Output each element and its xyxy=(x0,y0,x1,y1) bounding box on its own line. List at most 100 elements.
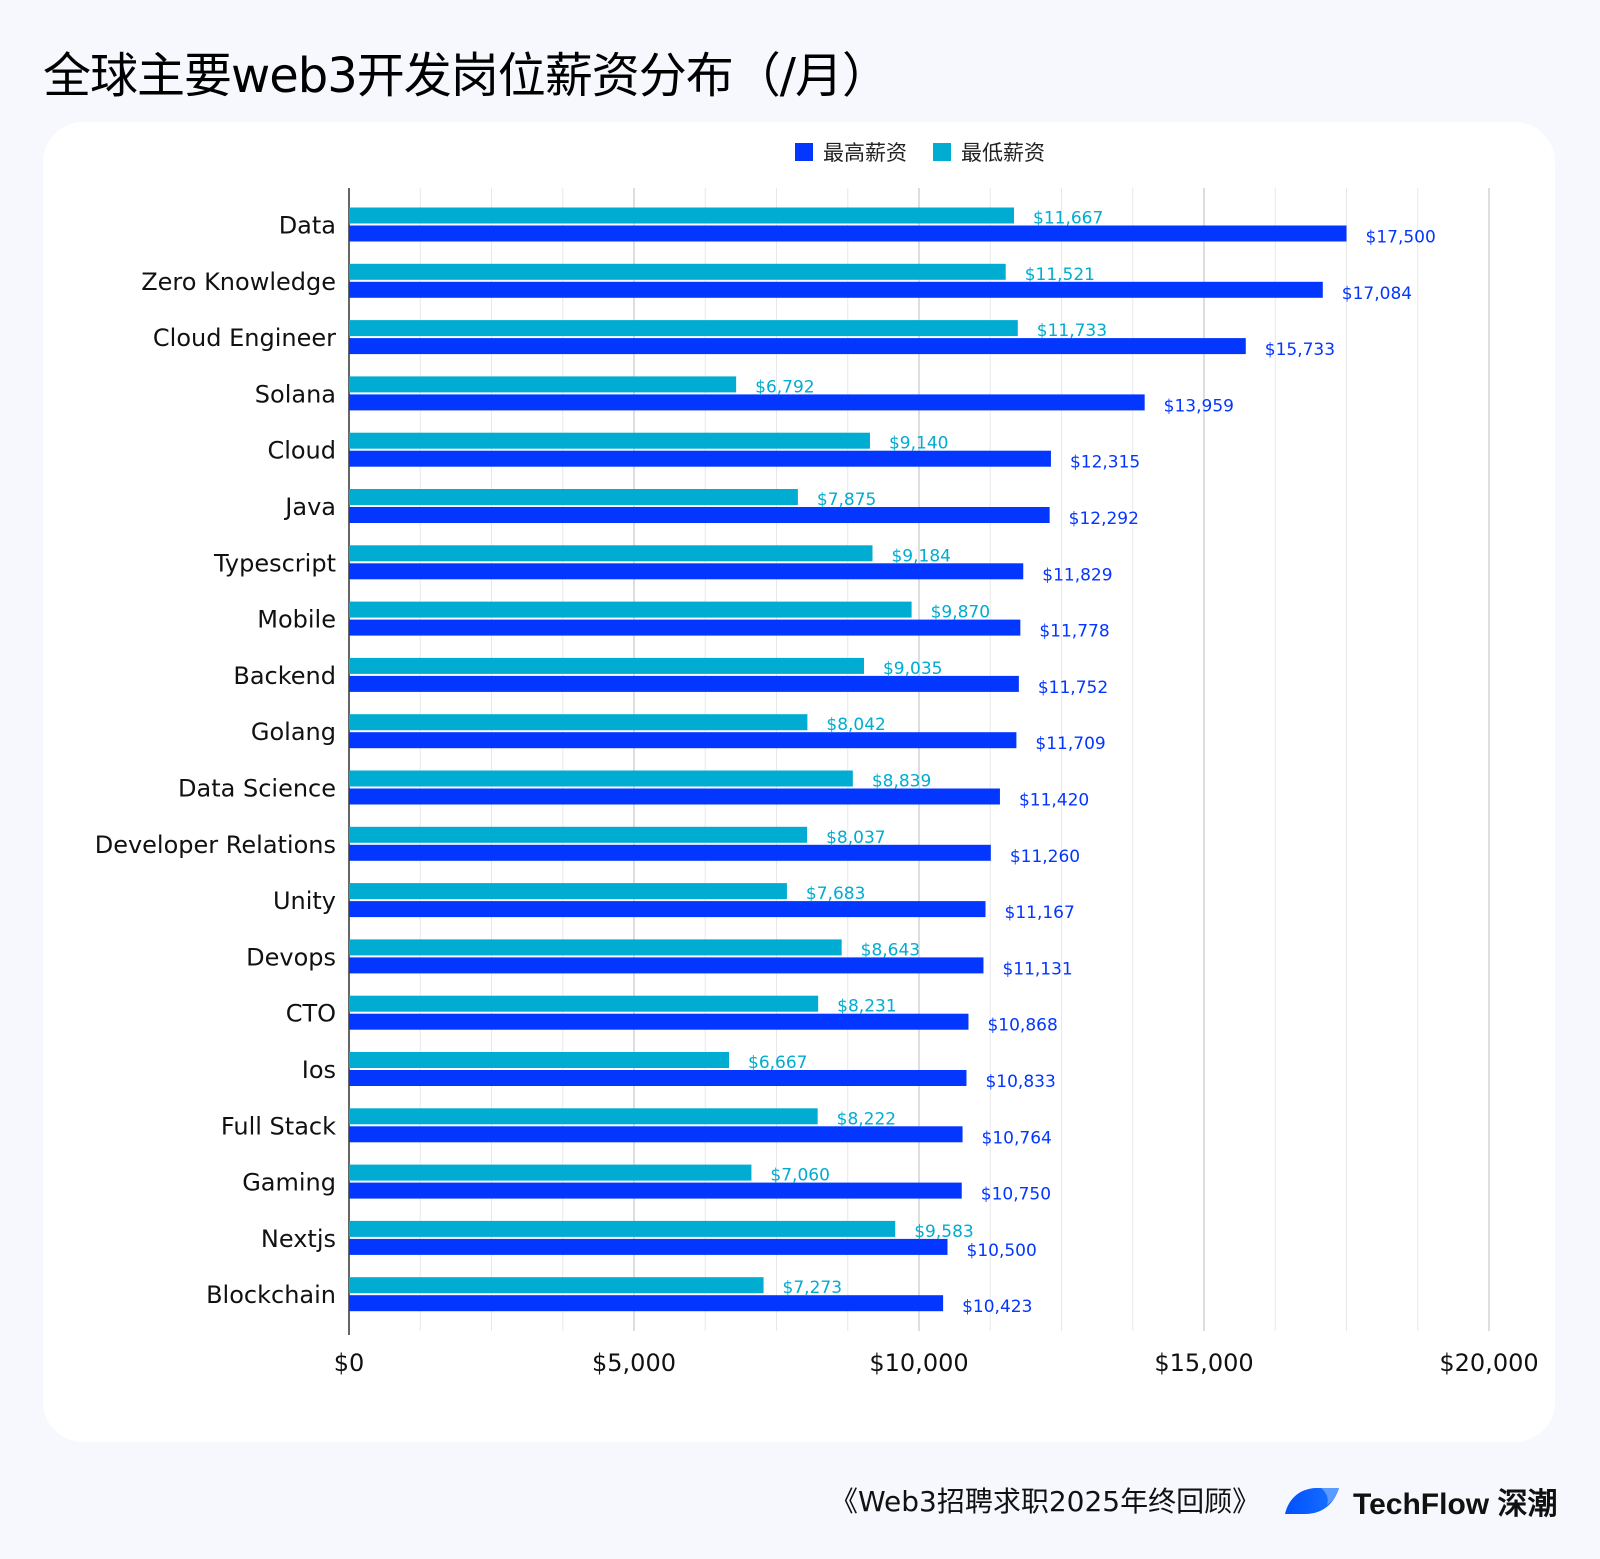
bar-max xyxy=(349,507,1050,523)
x-tick-label: $5,000 xyxy=(592,1349,676,1377)
x-tick-label: $20,000 xyxy=(1439,1349,1538,1377)
legend-swatch-min xyxy=(933,143,951,161)
data-label-max: $10,833 xyxy=(985,1072,1055,1092)
category-label: Zero Knowledge xyxy=(141,268,336,296)
data-label-min: $7,273 xyxy=(783,1278,842,1298)
bar-max xyxy=(349,675,1019,692)
category-label: Ios xyxy=(302,1056,336,1084)
legend-label-min: 最低薪资 xyxy=(961,141,1045,165)
bar-min xyxy=(349,1052,730,1068)
bar-max xyxy=(349,1238,948,1255)
bar-min xyxy=(349,207,1015,224)
page-title: 全球主要web3开发岗位薪资分布（/月） xyxy=(43,48,890,104)
data-label-min: $8,037 xyxy=(826,828,885,848)
category-label: Data xyxy=(279,212,336,240)
category-label: Full Stack xyxy=(221,1112,336,1140)
category-label: Gaming xyxy=(242,1169,336,1197)
bar-max xyxy=(349,1013,969,1030)
category-label: Developer Relations xyxy=(95,831,336,859)
bar-min xyxy=(349,883,787,900)
legend-swatch-max xyxy=(795,143,813,161)
data-label-max: $13,959 xyxy=(1164,396,1234,416)
bar-max xyxy=(349,338,1246,355)
data-label-max: $10,764 xyxy=(982,1128,1052,1148)
data-label-max: $11,778 xyxy=(1039,622,1109,642)
techflow-logo-icon xyxy=(1285,1488,1339,1514)
data-label-max: $12,315 xyxy=(1070,453,1140,473)
brand: TechFlow 深潮 xyxy=(1285,1479,1557,1523)
data-label-min: $9,184 xyxy=(891,546,950,566)
data-label-min: $7,683 xyxy=(806,884,865,904)
data-label-min: $6,667 xyxy=(748,1053,807,1073)
data-label-min: $9,583 xyxy=(914,1222,973,1242)
bar-min xyxy=(349,770,853,787)
bar-max xyxy=(349,1126,963,1143)
bar-min xyxy=(349,1277,764,1294)
data-label-min: $11,667 xyxy=(1033,209,1103,229)
legend: 最高薪资 最低薪资 xyxy=(0,137,1600,167)
bar-max xyxy=(349,732,1017,749)
data-label-max: $11,420 xyxy=(1019,791,1089,811)
bar-max xyxy=(349,901,986,918)
data-label-min: $8,222 xyxy=(837,1109,896,1129)
category-label: Blockchain xyxy=(206,1281,336,1309)
bar-min xyxy=(349,263,1006,280)
data-label-max: $11,829 xyxy=(1042,565,1112,585)
data-label-max: $10,750 xyxy=(981,1185,1051,1205)
data-label-max: $10,868 xyxy=(987,1016,1057,1036)
data-label-max: $11,131 xyxy=(1002,959,1072,979)
x-tick-label: $10,000 xyxy=(869,1349,968,1377)
bar-max xyxy=(349,844,991,861)
bar-min xyxy=(349,601,912,618)
legend-item-max: 最高薪资 xyxy=(795,137,907,167)
bar-min xyxy=(349,714,808,731)
category-label: Java xyxy=(283,493,336,521)
brand-name: TechFlow 深潮 xyxy=(1353,1488,1558,1521)
category-label: Unity xyxy=(273,887,336,915)
bar-max xyxy=(349,563,1024,580)
category-label: Devops xyxy=(246,943,336,971)
bar-max xyxy=(349,450,1051,467)
legend-item-min: 最低薪资 xyxy=(933,137,1045,167)
data-label-min: $9,870 xyxy=(931,603,990,623)
category-label: CTO xyxy=(286,1000,336,1028)
data-label-max: $11,752 xyxy=(1038,678,1108,698)
bar-max xyxy=(349,1070,967,1086)
category-label: Cloud Engineer xyxy=(153,324,336,352)
bar-max xyxy=(349,394,1145,411)
category-label: Typescript xyxy=(213,549,336,577)
category-label: Cloud xyxy=(267,437,336,465)
data-label-max: $10,423 xyxy=(962,1297,1032,1317)
data-label-min: $11,521 xyxy=(1025,265,1095,285)
bar-min xyxy=(349,376,737,393)
bar-min xyxy=(349,1108,818,1125)
data-label-min: $8,231 xyxy=(837,997,896,1017)
data-label-max: $17,084 xyxy=(1342,284,1412,304)
bar-max xyxy=(349,281,1323,298)
bar-max xyxy=(349,957,984,974)
bar-max xyxy=(349,1295,944,1312)
bar-min xyxy=(349,657,864,674)
x-tick-label: $0 xyxy=(334,1349,365,1377)
source-text: 《Web3招聘求职2025年终回顾》 xyxy=(830,1485,1261,1518)
bar-max xyxy=(349,619,1021,636)
bar-min xyxy=(349,826,808,843)
category-label: Solana xyxy=(255,380,336,408)
data-label-min: $9,035 xyxy=(883,659,942,679)
bar-min xyxy=(349,1220,896,1237)
data-label-max: $10,500 xyxy=(967,1241,1037,1261)
data-label-max: $11,709 xyxy=(1035,734,1105,754)
data-label-min: $7,060 xyxy=(770,1166,829,1186)
data-label-min: $8,643 xyxy=(861,940,920,960)
bar-min xyxy=(349,939,842,956)
data-label-min: $7,875 xyxy=(817,490,876,510)
legend-label-max: 最高薪资 xyxy=(823,141,907,165)
bar-min xyxy=(349,320,1018,337)
bar-min xyxy=(349,432,870,449)
bar-min xyxy=(349,1164,752,1181)
data-label-max: $11,260 xyxy=(1010,847,1080,867)
data-label-min: $8,839 xyxy=(872,772,931,792)
bar-max xyxy=(349,788,1000,805)
data-label-max: $11,167 xyxy=(1005,903,1075,923)
bar-max xyxy=(349,225,1347,242)
